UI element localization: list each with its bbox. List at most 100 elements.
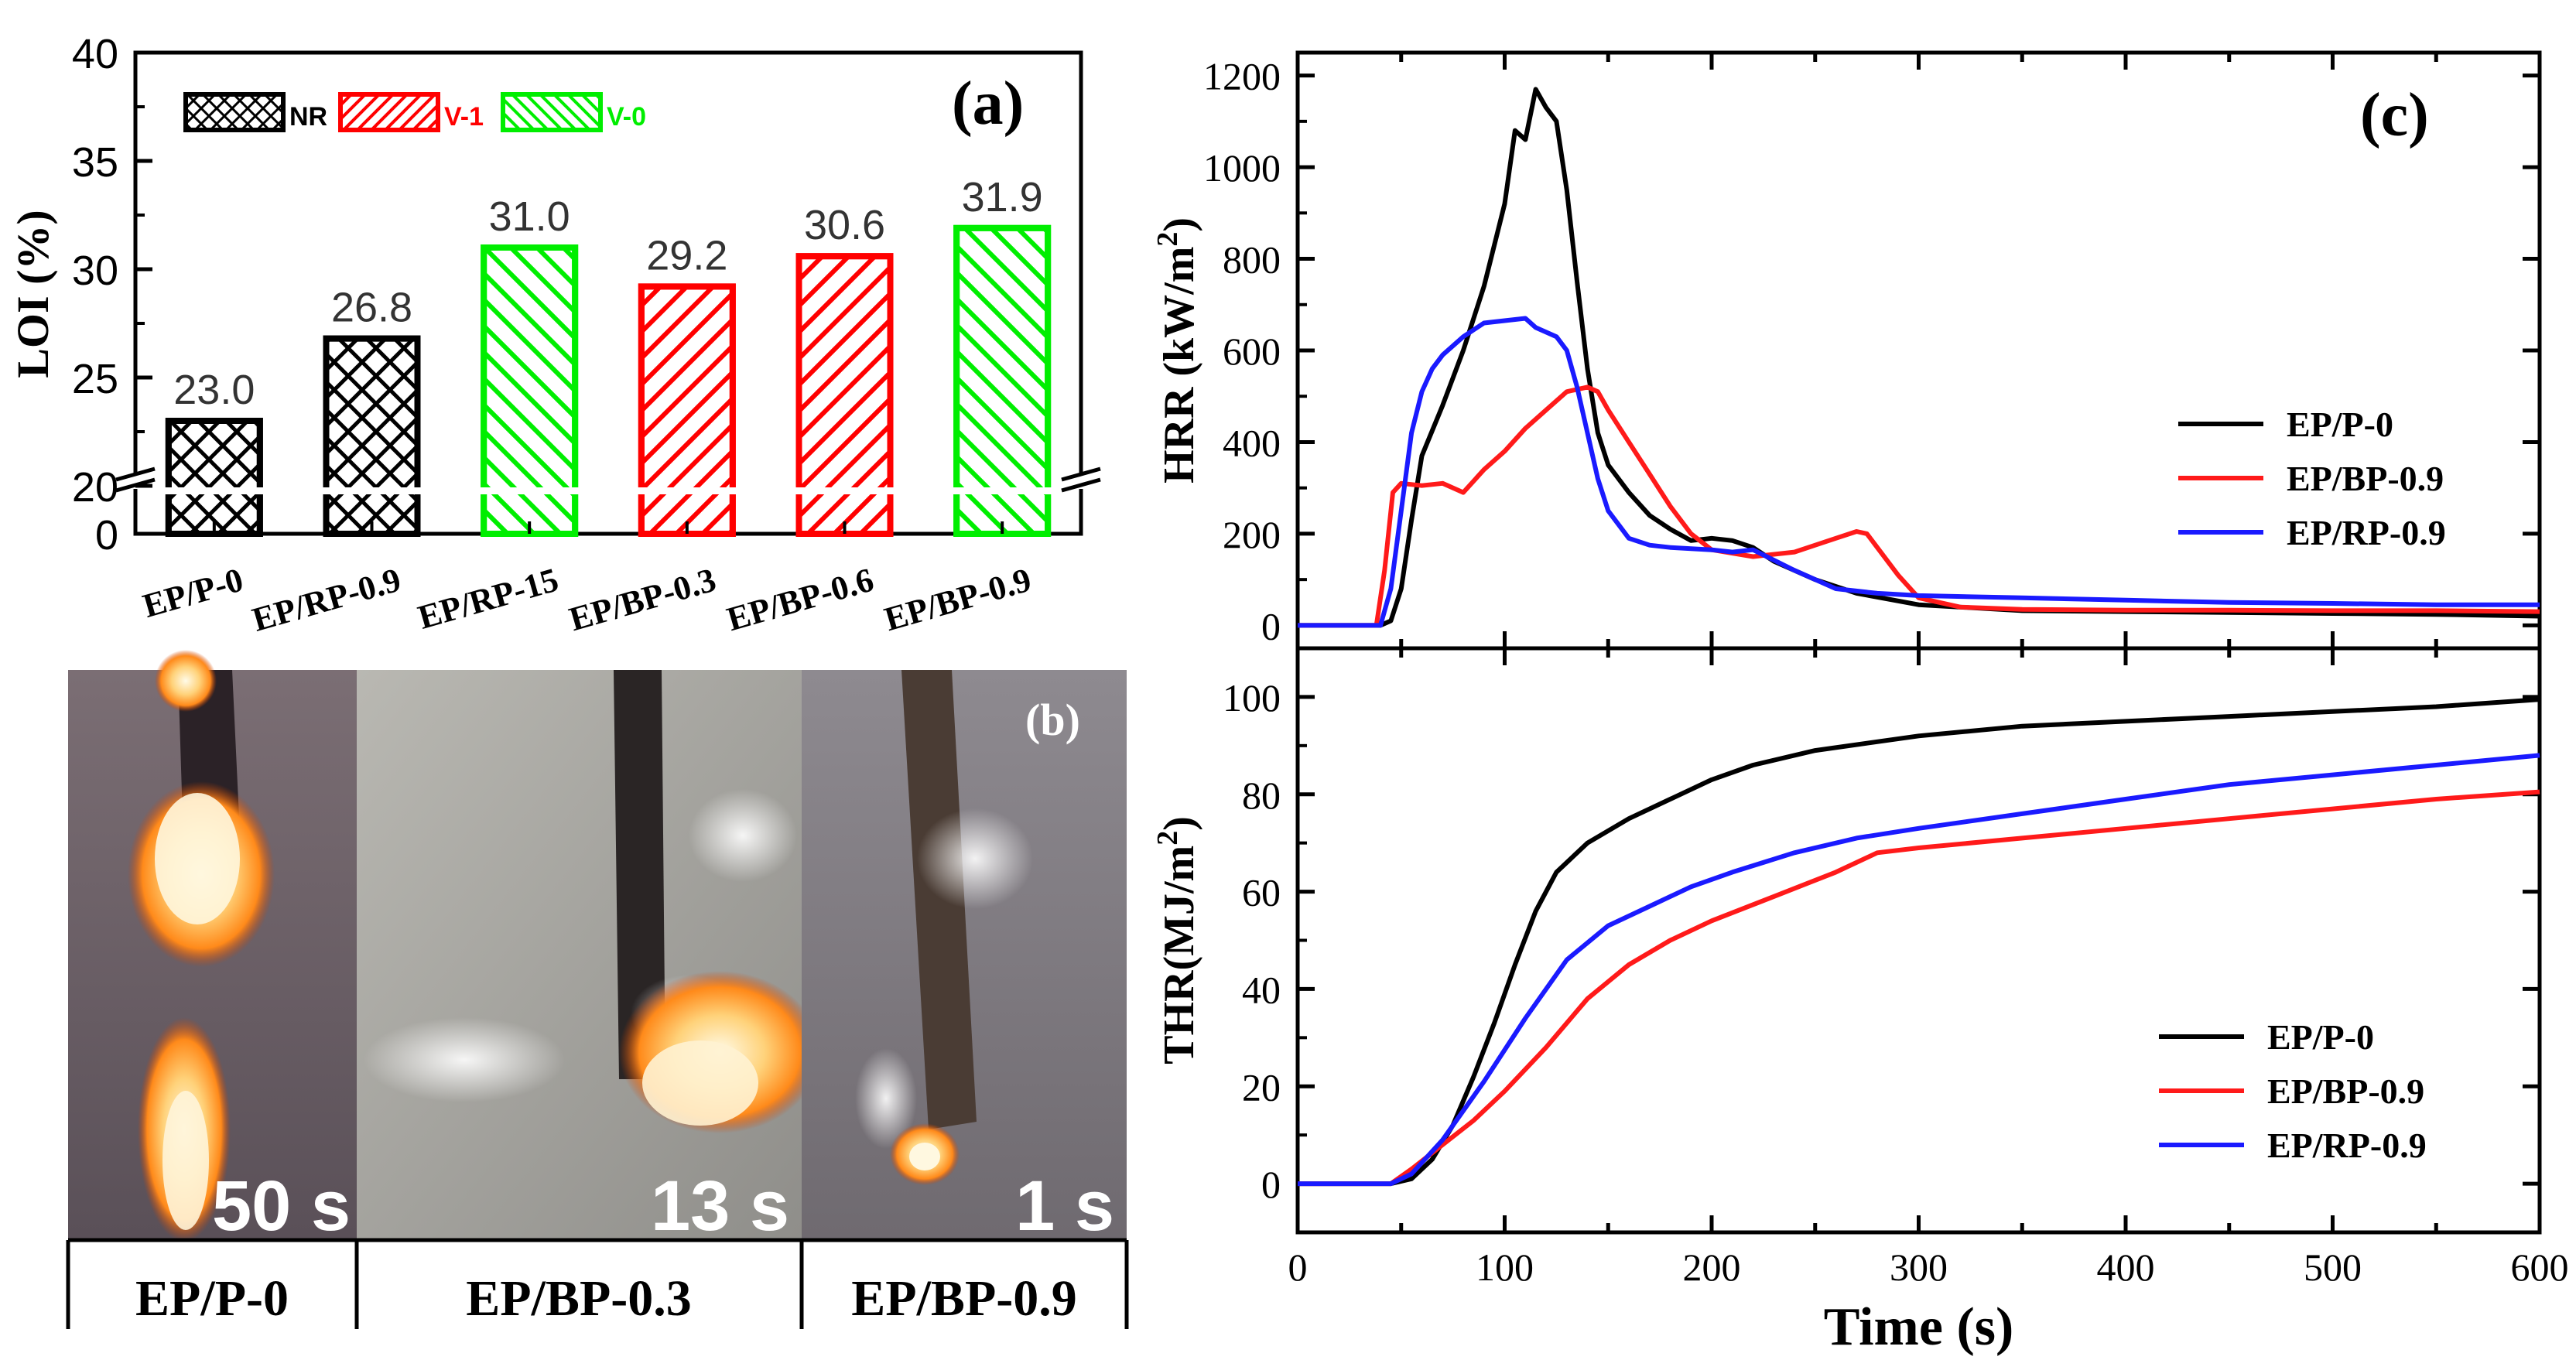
panel-a-bar-break-gap bbox=[163, 487, 265, 494]
panel-a-loi-bar-chart: 020 25 30 35 40 23.0 26.8 31.0 29.2 30.6 31.9 EP/… bbox=[8, 31, 1101, 639]
legend-swatch bbox=[338, 92, 440, 132]
series-line-ep-p-0 bbox=[1298, 87, 2540, 628]
y-tick-label: 80 bbox=[1242, 774, 1281, 817]
legend-label: EP/P-0 bbox=[2267, 1017, 2374, 1057]
y-tick-label: 200 bbox=[1223, 513, 1281, 556]
caption-ep-p0: EP/P-0 bbox=[135, 1270, 289, 1327]
caption-ep-bp09: EP/BP-0.9 bbox=[851, 1270, 1077, 1327]
photo-ep-p0: 50 s bbox=[68, 650, 357, 1246]
panel-c-label: (c) bbox=[2360, 81, 2429, 149]
panel-a-bar bbox=[638, 283, 736, 537]
photo-ep-bp09: (b) 1 s bbox=[802, 670, 1127, 1246]
panel-a-axis-break-right bbox=[1061, 466, 1101, 493]
legend-label: EP/P-0 bbox=[2287, 405, 2393, 444]
panel-a-value-label: 31.9 bbox=[962, 174, 1043, 220]
panel-a-value-label: 30.6 bbox=[804, 202, 885, 248]
y-tick-label: 20 bbox=[1242, 1065, 1281, 1109]
panel-a-x-tick-label: EP/RP-0.9 bbox=[248, 561, 405, 639]
panel-a-x-tick-label: EP/BP-0.6 bbox=[723, 561, 877, 639]
panel-a-x-tick-label: EP/BP-0.3 bbox=[565, 561, 720, 639]
hrr-plot: 0 200 400 600 800 1000 1200 HRR (kW/m2) EP/P-0 EP… bbox=[1151, 53, 2542, 648]
panel-b-label: (b) bbox=[1025, 695, 1080, 745]
y-axis-label-close: ) bbox=[1155, 217, 1203, 232]
panel-a-bar bbox=[165, 418, 263, 537]
panel-a-y-tick-label: 30 bbox=[72, 248, 118, 294]
photo-caption-table: EP/P-0 EP/BP-0.3 EP/BP-0.9 bbox=[66, 1238, 1129, 1329]
caption-ep-bp03: EP/BP-0.3 bbox=[466, 1270, 692, 1327]
y-axis-label-main: HRR (kW/m bbox=[1155, 247, 1203, 484]
y-axis-label-sup: 2 bbox=[1151, 831, 1184, 846]
y-axis-label-main: THR(MJ/m bbox=[1155, 846, 1203, 1064]
panel-a-value-label: 29.2 bbox=[646, 232, 727, 278]
y-axis-label-close: ) bbox=[1155, 816, 1203, 831]
panel-a-bar-break-gap bbox=[952, 487, 1053, 494]
panel-a-value-label: 31.0 bbox=[489, 193, 570, 240]
legend-label: V-0 bbox=[607, 102, 646, 132]
panel-a-axes-frame bbox=[133, 50, 1083, 536]
y-tick-label: 0 bbox=[1261, 1163, 1281, 1206]
panel-a-bar-break-gap bbox=[321, 487, 422, 494]
panel-a-bar bbox=[323, 335, 421, 537]
legend-label: V-1 bbox=[444, 102, 484, 132]
photo-ep-bp03: 13 s bbox=[357, 670, 820, 1246]
photo-ep-bp03-time: 13 s bbox=[651, 1167, 789, 1246]
panel-a-y-axis-label: LOI (%) bbox=[8, 210, 58, 378]
series-line-ep-rp-0-9 bbox=[1298, 753, 2540, 1187]
series-line-ep-bp-0-9 bbox=[1298, 384, 2540, 628]
y-tick-label: 800 bbox=[1223, 238, 1281, 282]
legend-swatch bbox=[501, 92, 603, 132]
panel-a-value-label: 26.8 bbox=[331, 285, 412, 331]
y-tick-label: 40 bbox=[1242, 968, 1281, 1011]
panel-b-flame-test-photos: 50 s 13 s (b) 1 s bbox=[66, 650, 1129, 1329]
y-tick-label: 1200 bbox=[1203, 55, 1281, 98]
panel-a-bar bbox=[481, 244, 579, 537]
y-tick-label: 1000 bbox=[1203, 146, 1281, 190]
y-axis-label: HRR (kW/m2) bbox=[1151, 217, 1203, 484]
legend-label: EP/BP-0.9 bbox=[2287, 459, 2444, 498]
panel-a-label: (a) bbox=[952, 70, 1024, 138]
x-tick-label: 500 bbox=[2304, 1246, 2362, 1289]
panel-a-y-tick-label: 35 bbox=[72, 139, 118, 186]
y-tick-label: 600 bbox=[1223, 330, 1281, 373]
x-tick-label: 100 bbox=[1476, 1246, 1534, 1289]
y-tick-label: 60 bbox=[1242, 871, 1281, 914]
x-tick-label: 600 bbox=[2511, 1246, 2569, 1289]
panel-a-y-tick-label: 25 bbox=[72, 356, 118, 402]
photo-ep-bp09-time: 1 s bbox=[1015, 1167, 1114, 1246]
series-line-ep-bp-0-9 bbox=[1298, 789, 2540, 1187]
panel-a-x-tick-label: EP/P-0 bbox=[139, 561, 247, 625]
panel-a-bar-break-gap bbox=[636, 487, 737, 494]
panel-a-legend: NR V-1 V-0 bbox=[183, 92, 646, 132]
panel-a-x-ticks: EP/P-0 EP/RP-0.9 EP/RP-15 EP/BP-0.3 EP/BP-0.… bbox=[139, 521, 1035, 639]
x-tick-label: 300 bbox=[1890, 1246, 1948, 1289]
y-axis-label: THR(MJ/m2) bbox=[1151, 816, 1203, 1064]
legend-label: EP/RP-0.9 bbox=[2267, 1126, 2427, 1165]
legend-label: EP/RP-0.9 bbox=[2287, 513, 2446, 552]
legend-label: EP/BP-0.9 bbox=[2267, 1071, 2424, 1111]
y-tick-label: 400 bbox=[1223, 421, 1281, 464]
series-line-ep-rp-0-9 bbox=[1298, 316, 2540, 628]
panel-a-value-label: 23.0 bbox=[173, 367, 255, 413]
panel-a-bar-break-gap bbox=[479, 487, 580, 494]
y-tick-label: 100 bbox=[1223, 676, 1281, 719]
legend-swatch bbox=[183, 92, 286, 132]
panel-a-x-tick-label: EP/BP-0.9 bbox=[881, 561, 1035, 639]
x-tick-label: 400 bbox=[2097, 1246, 2155, 1289]
x-tick-label: 0 bbox=[1288, 1246, 1308, 1289]
y-axis-label-sup: 2 bbox=[1151, 232, 1184, 247]
panel-a-bars: 23.0 26.8 31.0 29.2 30.6 31.9 bbox=[163, 174, 1053, 537]
panel-a-y-tick-label: 0 bbox=[95, 512, 118, 559]
panel-a-y-tick-label: 40 bbox=[72, 31, 118, 77]
thr-plot: 0 20 40 60 80 100 0 100 200 300 400 500 600 Time (s) T… bbox=[1151, 648, 2569, 1357]
legend-label: NR bbox=[289, 102, 327, 132]
x-tick-label: 200 bbox=[1683, 1246, 1741, 1289]
panel-a-x-tick-label: EP/RP-15 bbox=[414, 561, 563, 637]
panel-a-y-ticks: 020 25 30 35 40 bbox=[72, 31, 152, 559]
y-tick-label: 0 bbox=[1261, 604, 1281, 648]
photo-ep-p0-time: 50 s bbox=[212, 1167, 351, 1246]
panel-a-y-tick-label: 20 bbox=[72, 464, 118, 511]
panel-a-bar-break-gap bbox=[794, 487, 895, 494]
x-axis-label: Time (s) bbox=[1824, 1297, 2014, 1357]
